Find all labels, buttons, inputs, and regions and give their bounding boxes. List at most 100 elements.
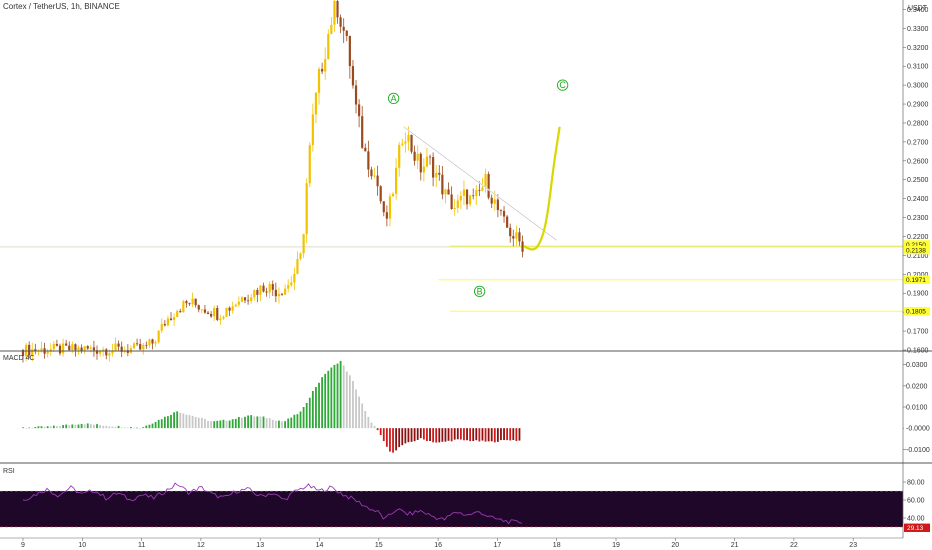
candle-body bbox=[225, 307, 228, 317]
rsi-value-box bbox=[904, 523, 930, 532]
time-tick-label: 18 bbox=[553, 542, 561, 549]
price-tag-box bbox=[904, 275, 930, 285]
macd-bar bbox=[441, 428, 444, 442]
macd-bar bbox=[361, 403, 364, 429]
candle-body bbox=[419, 153, 422, 173]
macd-bar bbox=[170, 414, 172, 429]
macd-bar bbox=[108, 426, 111, 429]
price-axis: 0.16000.17000.18000.19000.20000.21000.22… bbox=[902, 0, 932, 550]
macd-bar bbox=[46, 426, 49, 429]
candle-body bbox=[265, 291, 268, 293]
macd-bar bbox=[321, 377, 324, 429]
macd-bar bbox=[43, 426, 46, 429]
candle-body bbox=[98, 351, 102, 354]
candle-body bbox=[61, 343, 65, 354]
wave-label-circle bbox=[473, 285, 486, 298]
macd-bar bbox=[327, 370, 330, 429]
candle-body bbox=[432, 157, 435, 178]
macd-bar bbox=[281, 421, 283, 429]
candle-body bbox=[395, 167, 398, 194]
candle-body bbox=[209, 314, 213, 317]
price-tick-label: 0.2200 bbox=[907, 234, 929, 241]
candle-body bbox=[450, 194, 453, 209]
candle-body bbox=[339, 17, 342, 27]
candle-body bbox=[102, 349, 105, 352]
candle-body bbox=[169, 318, 173, 321]
macd-bar bbox=[130, 426, 132, 429]
candle-body bbox=[345, 30, 348, 36]
macd-bar bbox=[65, 424, 68, 429]
macd-bar bbox=[352, 380, 354, 429]
candle-body bbox=[472, 195, 475, 197]
price-pane: A B C Cortex / TetherUS, 1h, BINANCE bbox=[0, 0, 903, 363]
macd-tick-label: 0.0100 bbox=[906, 405, 928, 412]
candle-body bbox=[441, 174, 444, 195]
macd-bar bbox=[348, 375, 351, 429]
candle-body bbox=[469, 195, 472, 205]
macd-bar bbox=[114, 426, 117, 429]
candle-body bbox=[438, 172, 441, 175]
wave-label-circle bbox=[387, 92, 400, 105]
macd-bar bbox=[148, 424, 151, 429]
time-tick-label: 20 bbox=[671, 542, 679, 549]
candle-body bbox=[364, 147, 367, 152]
time-tick-label: 17 bbox=[494, 542, 502, 549]
candle-body bbox=[453, 207, 456, 209]
candle-body bbox=[518, 232, 521, 242]
rsi-tick-label: 60.00 bbox=[907, 498, 925, 505]
candle-body bbox=[172, 317, 176, 321]
candle-body bbox=[354, 85, 358, 105]
candle-body bbox=[493, 199, 496, 204]
macd-bar bbox=[367, 416, 370, 429]
macd-bar bbox=[472, 428, 475, 442]
candle-body bbox=[34, 349, 37, 352]
macd-bar bbox=[22, 427, 24, 429]
macd-bar bbox=[364, 410, 367, 429]
time-tick-label: 14 bbox=[316, 542, 324, 549]
candle-body bbox=[253, 289, 256, 298]
rsi-band bbox=[0, 490, 903, 528]
candle-body bbox=[197, 305, 200, 310]
candle-body bbox=[154, 342, 157, 344]
price-tick-label: 0.3000 bbox=[907, 83, 929, 90]
rsi-line-group bbox=[22, 482, 523, 525]
candle-body bbox=[475, 190, 478, 197]
candle-body bbox=[49, 349, 52, 352]
macd-bar bbox=[210, 421, 212, 429]
candle-body bbox=[280, 293, 284, 295]
candle-body bbox=[68, 345, 71, 351]
candle-body bbox=[163, 324, 166, 326]
candle-body bbox=[86, 346, 89, 349]
candle-body bbox=[512, 236, 515, 239]
macd-bar bbox=[213, 421, 216, 429]
price-tick-label: 0.2100 bbox=[907, 253, 929, 260]
candle-body bbox=[120, 346, 123, 352]
price-axis-unit: USDT bbox=[908, 5, 928, 12]
price-tag-box bbox=[904, 245, 930, 255]
macd-bar bbox=[287, 418, 290, 429]
candle-body bbox=[148, 339, 151, 346]
macd-bar bbox=[438, 428, 441, 443]
macd-histogram bbox=[22, 360, 521, 453]
chart-title: Cortex / TetherUS, 1h, BINANCE bbox=[3, 2, 120, 11]
macd-bar bbox=[31, 427, 34, 429]
candle-body bbox=[231, 306, 234, 311]
candle-body bbox=[237, 301, 240, 305]
macd-bar bbox=[40, 426, 43, 429]
macd-bar bbox=[410, 428, 413, 442]
macd-bar bbox=[518, 428, 521, 441]
macd-bar bbox=[136, 427, 138, 429]
price-tag-label: 0.2150 bbox=[906, 242, 926, 249]
candle-body bbox=[132, 343, 136, 349]
candle-body bbox=[296, 259, 299, 274]
macd-tick-label: -0.0000 bbox=[906, 426, 930, 433]
candle-body bbox=[89, 347, 92, 349]
candle-body bbox=[250, 297, 253, 301]
candle-body bbox=[308, 145, 311, 184]
candle-body bbox=[139, 344, 142, 350]
macd-bar bbox=[111, 426, 114, 429]
price-candles bbox=[21, 0, 524, 363]
candle-body bbox=[135, 343, 139, 345]
